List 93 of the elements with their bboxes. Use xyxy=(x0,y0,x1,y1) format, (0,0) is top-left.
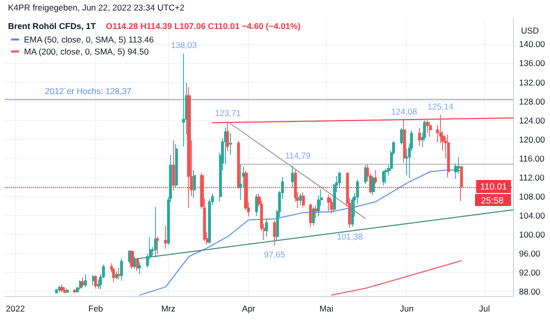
candlestick xyxy=(364,164,367,185)
candlestick xyxy=(382,170,385,186)
candlestick xyxy=(314,204,318,218)
candlestick xyxy=(66,288,69,294)
y-tick-label: 92.00 xyxy=(519,268,541,278)
candlestick xyxy=(229,132,232,156)
candlestick xyxy=(418,128,421,146)
candlestick xyxy=(429,122,432,138)
candlestick xyxy=(136,258,139,272)
candlestick xyxy=(273,220,276,246)
y-axis-title: USD xyxy=(521,26,539,36)
candlestick xyxy=(226,121,229,152)
y-tick-label: 140.00 xyxy=(519,39,546,50)
candlestick xyxy=(338,171,341,188)
candlestick xyxy=(302,192,305,208)
y-tick-label: 128.00 xyxy=(519,96,546,106)
legend-label: MA (200, close, 0, SMA, 5) 94.50 xyxy=(24,46,149,56)
ref-line-label: 2012´er Hochs: 128,37 xyxy=(45,86,132,96)
chart-subtitle: O114.28 H114.39 L107.06 C110.01 −4.60 (−4.01%) xyxy=(106,21,301,31)
y-tick-label: 88.00 xyxy=(519,286,541,297)
candlestick xyxy=(426,120,429,134)
candlestick xyxy=(79,280,82,290)
candlestick xyxy=(81,277,84,288)
candlestick xyxy=(172,140,175,192)
x-tick-label: Mai xyxy=(320,304,334,314)
candlestick xyxy=(291,166,294,188)
text: K4PR freigegeben, Jun 22, 2022 23:34 UTC+2 xyxy=(8,2,185,12)
candlestick xyxy=(164,225,167,250)
y-tick-label: 112.00 xyxy=(519,172,545,182)
x-tick-label: Jun xyxy=(400,304,414,314)
annotation: 125,14 xyxy=(427,101,454,112)
candlestick xyxy=(130,250,134,270)
candlestick xyxy=(94,275,97,289)
x-tick-label: Mrz xyxy=(161,304,176,314)
candlestick xyxy=(182,53,185,147)
candlestick xyxy=(384,168,388,184)
x-tick-label: 2022 xyxy=(6,304,26,314)
y-tick-label: 124.00 xyxy=(519,115,546,126)
y-tick-label: 120.00 xyxy=(519,134,546,144)
candlestick xyxy=(156,236,159,254)
annotation: 101,38 xyxy=(336,232,363,242)
y-tick-label: 116.00 xyxy=(519,153,545,164)
candlestick xyxy=(133,256,136,270)
annotation: 123,71 xyxy=(214,108,242,118)
candlestick xyxy=(55,288,58,294)
candlestick xyxy=(117,268,121,280)
candlestick xyxy=(265,218,268,237)
candlestick xyxy=(115,271,118,280)
candlestick xyxy=(327,194,331,212)
annotation: 97,65 xyxy=(264,249,286,260)
x-tick-label: Jul xyxy=(479,304,490,314)
line-series xyxy=(331,260,462,296)
candlestick xyxy=(237,140,240,190)
legend-label: EMA (50, close, 0, SMA, 5) 113.46 xyxy=(24,34,154,44)
candlestick xyxy=(92,274,95,286)
candlestick xyxy=(84,274,87,288)
candlestick xyxy=(187,86,191,208)
candlestick xyxy=(138,262,141,275)
y-tick-label: 100.00 xyxy=(519,230,546,240)
candlestick xyxy=(175,144,178,188)
candlestick xyxy=(400,128,403,146)
line-series xyxy=(139,169,462,296)
candlestick xyxy=(330,198,333,214)
candlestick xyxy=(58,286,61,293)
candlestick xyxy=(312,206,315,226)
candlestick xyxy=(255,194,258,216)
candlestick xyxy=(60,284,64,293)
candlestick xyxy=(460,166,463,202)
annotation: 138,03 xyxy=(170,40,198,50)
candlestick xyxy=(154,206,157,258)
candlestick xyxy=(193,169,196,198)
ref-line-label: 110.01 xyxy=(480,181,507,192)
y-tick-label: 108.00 xyxy=(519,192,546,202)
annotation: 25:58 xyxy=(481,195,504,206)
x-tick-label: Feb xyxy=(88,304,104,314)
y-tick-label: 96.00 xyxy=(519,248,541,259)
candlestick xyxy=(299,193,302,206)
candlestick xyxy=(351,197,354,228)
candlestick xyxy=(371,175,375,196)
candlestick xyxy=(309,203,312,228)
y-tick-label: 136.00 xyxy=(519,58,546,68)
candlestick xyxy=(374,169,377,184)
annotation: 124,08 xyxy=(391,106,418,116)
x-tick-label: Apr xyxy=(242,304,256,314)
chart-title: Brent Rohöl CFDs, 1T xyxy=(8,21,97,31)
annotation: 114,79 xyxy=(285,150,311,161)
candlestick xyxy=(447,134,450,178)
candlestick xyxy=(239,164,242,200)
candlestick xyxy=(63,286,66,294)
y-tick-label: 104.00 xyxy=(519,210,546,221)
y-tick-label: 132.00 xyxy=(519,77,546,88)
candlestick xyxy=(120,258,123,282)
candlestick xyxy=(403,120,406,164)
